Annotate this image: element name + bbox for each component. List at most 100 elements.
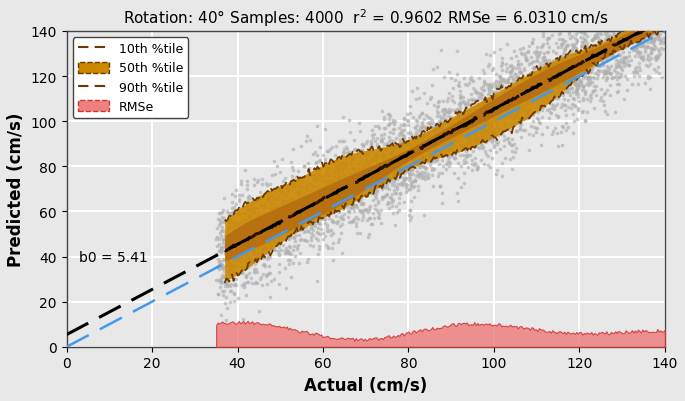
Point [240, 220, 251, 226]
Point [630, 7, 640, 14]
Point [399, 164, 410, 171]
Point [516, 61, 527, 68]
Point [598, 72, 609, 78]
Point [292, 192, 303, 198]
Point [298, 209, 309, 215]
Point [594, 47, 605, 53]
Point [275, 209, 286, 216]
Point [582, 24, 593, 30]
Point [271, 229, 282, 236]
Point [633, 20, 644, 26]
Point [416, 144, 427, 150]
Point [485, 124, 496, 130]
Point [601, 112, 612, 118]
Point [292, 242, 303, 248]
Point [295, 197, 306, 204]
Point [248, 207, 259, 213]
Point [438, 142, 449, 148]
Point [237, 249, 248, 256]
Point [331, 219, 342, 226]
Point [593, 51, 604, 57]
Point [308, 201, 319, 207]
Point [403, 171, 414, 177]
Point [590, 49, 601, 55]
Point [323, 245, 334, 251]
Point [236, 245, 247, 251]
Point [507, 104, 518, 110]
Point [497, 83, 508, 90]
Point [355, 128, 366, 135]
Point [618, 50, 629, 57]
Point [385, 120, 396, 127]
Point [432, 113, 443, 120]
Point [292, 211, 303, 217]
Point [228, 238, 239, 244]
Point [597, 68, 608, 75]
Point [612, 12, 623, 18]
Point [629, 47, 640, 53]
Point [599, 14, 610, 20]
Point [322, 193, 333, 200]
Point [440, 166, 451, 173]
Point [416, 153, 427, 160]
Point [245, 224, 256, 230]
Point [506, 114, 516, 120]
Point [428, 146, 439, 152]
Point [247, 217, 258, 223]
Point [342, 150, 353, 157]
Point [435, 131, 446, 138]
Point [314, 184, 325, 190]
Point [399, 136, 410, 142]
Point [432, 139, 443, 145]
Point [302, 256, 313, 262]
Point [226, 253, 237, 260]
Point [416, 119, 427, 126]
Point [468, 119, 479, 125]
Point [504, 128, 515, 134]
Point [318, 207, 329, 213]
Point [656, 12, 667, 18]
Point [405, 171, 416, 178]
Point [220, 272, 231, 279]
Point [468, 119, 479, 125]
Point [440, 161, 451, 167]
Point [535, 63, 546, 70]
Point [212, 225, 223, 232]
Point [506, 142, 517, 148]
Point [569, 9, 580, 15]
Point [519, 66, 530, 72]
Point [246, 228, 257, 235]
Point [215, 247, 226, 254]
Point [363, 162, 374, 169]
Point [265, 227, 276, 234]
Point [259, 245, 270, 251]
Point [528, 65, 539, 72]
Point [272, 226, 283, 232]
Point [614, 52, 625, 58]
Point [551, 95, 562, 102]
Point [570, 103, 581, 110]
Point [634, 67, 645, 74]
Point [373, 166, 384, 173]
Point [652, 15, 663, 21]
Point [451, 72, 462, 79]
Point [301, 211, 312, 218]
Point [213, 264, 224, 271]
Point [412, 147, 423, 154]
Point [368, 187, 379, 193]
Point [590, 54, 601, 60]
Point [288, 215, 299, 221]
Point [451, 136, 462, 142]
Point [643, 16, 654, 22]
Point [490, 83, 501, 89]
Point [651, 0, 662, 5]
Point [477, 142, 488, 148]
Point [376, 179, 387, 185]
Point [366, 170, 377, 177]
Point [347, 166, 358, 172]
Point [649, 43, 660, 49]
Point [426, 167, 437, 174]
Point [387, 182, 398, 188]
Point [500, 97, 511, 103]
Point [513, 62, 524, 69]
